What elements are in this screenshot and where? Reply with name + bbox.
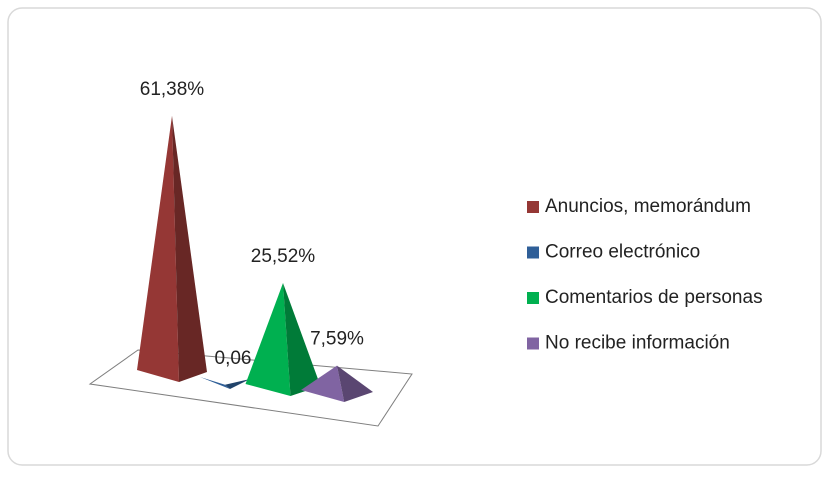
pyramid-face <box>137 115 179 382</box>
legend-label: Anuncios, memorándum <box>545 196 751 217</box>
chart-frame <box>7 7 822 466</box>
data-label: 25,52% <box>251 246 316 267</box>
data-label: 61,38% <box>140 79 205 100</box>
legend-label: No recibe información <box>545 333 730 354</box>
data-label: 0,06 <box>215 348 252 369</box>
pyramid-face <box>337 365 373 402</box>
legend-swatch <box>527 201 539 213</box>
pyramid-face <box>225 379 250 389</box>
pyramid-face <box>200 377 230 389</box>
pyramid-face <box>301 365 345 402</box>
pyramid-face <box>172 115 207 382</box>
legend-swatch <box>527 292 539 304</box>
data-label: 7,59% <box>310 329 364 350</box>
legend-swatch <box>527 337 539 350</box>
legend-swatch <box>527 246 539 259</box>
legend-label: Comentarios de personas <box>545 287 763 308</box>
pyramid-face <box>283 283 321 396</box>
legend-label: Correo electrónico <box>545 242 700 263</box>
pyramid-face <box>245 283 291 396</box>
